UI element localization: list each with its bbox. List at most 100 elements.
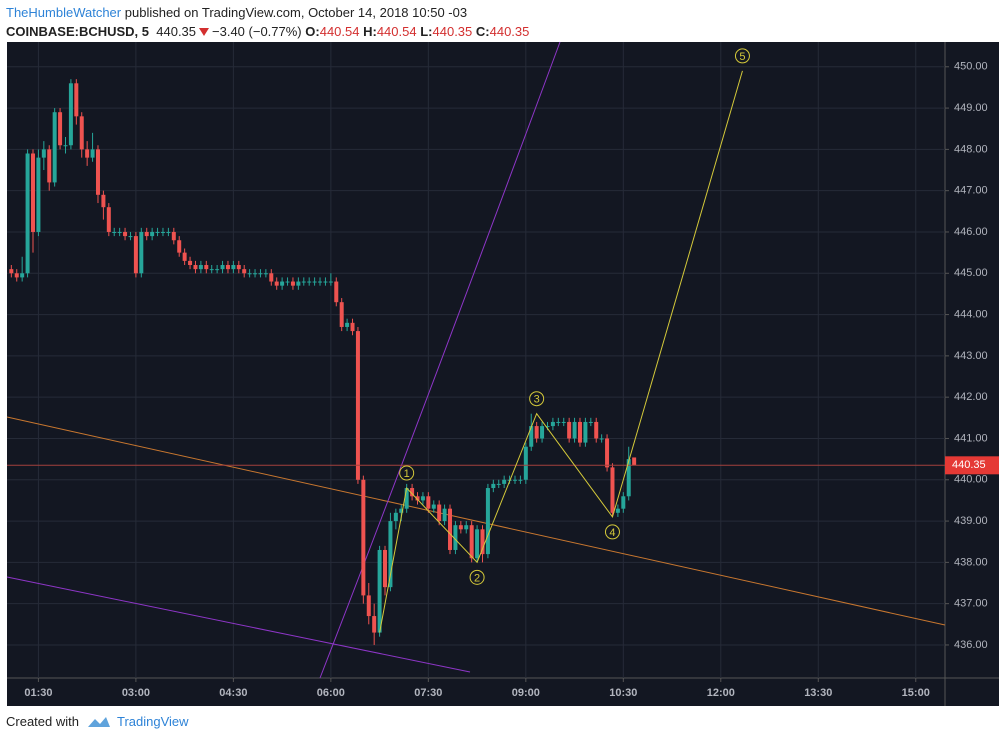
candle-body bbox=[215, 269, 220, 271]
candle-body bbox=[274, 281, 279, 286]
candle-body bbox=[491, 483, 496, 489]
y-tick-label: 443.00 bbox=[954, 350, 988, 362]
y-tick-label: 448.00 bbox=[954, 143, 988, 155]
brand[interactable]: TradingView bbox=[116, 714, 189, 729]
candle-body bbox=[583, 421, 588, 443]
candle-body bbox=[399, 508, 404, 513]
author[interactable]: TheHumbleWatcher bbox=[6, 5, 122, 20]
candle-body bbox=[68, 83, 73, 146]
y-tick-label: 438.00 bbox=[954, 556, 988, 568]
candle-body bbox=[502, 479, 507, 484]
candle-body bbox=[58, 112, 63, 146]
wave-label-circle bbox=[529, 391, 545, 407]
candle-body bbox=[572, 421, 577, 439]
candle-body bbox=[296, 281, 301, 286]
candle-body bbox=[36, 157, 41, 232]
candle-body bbox=[561, 421, 566, 423]
last-price-label: 440.35 bbox=[952, 459, 986, 471]
candle-body bbox=[95, 149, 100, 195]
candle-body bbox=[9, 269, 14, 274]
candle-body bbox=[225, 265, 230, 270]
candle-body bbox=[388, 521, 393, 588]
candle-body bbox=[263, 273, 268, 275]
footer: Created with TradingView bbox=[6, 714, 189, 729]
wave-label-circle bbox=[399, 465, 415, 481]
candle-body bbox=[529, 426, 534, 447]
candle-body bbox=[209, 269, 214, 271]
candle-body bbox=[588, 421, 593, 423]
candle-body bbox=[41, 149, 46, 158]
candle-body bbox=[410, 488, 415, 497]
candle-body bbox=[220, 265, 225, 270]
ohlc-value: 440.35 bbox=[432, 24, 473, 39]
ohlc-value: 440.35 bbox=[489, 24, 530, 39]
footer-text: Created with bbox=[6, 714, 79, 729]
x-tick-label: 04:30 bbox=[219, 687, 247, 699]
change: −3.40 (−0.77%) bbox=[212, 24, 302, 39]
y-tick-label: 440.00 bbox=[954, 474, 988, 486]
symbol: COINBASE:BCHUSD, 5 bbox=[6, 24, 150, 39]
candle-body bbox=[90, 149, 95, 158]
trend-curve bbox=[319, 41, 561, 679]
candle-body bbox=[328, 281, 333, 283]
candle-body bbox=[63, 145, 68, 147]
candle-body bbox=[323, 281, 328, 283]
x-tick-label: 06:00 bbox=[317, 687, 345, 699]
candle-body bbox=[350, 322, 355, 332]
ohlc-label: C: bbox=[475, 24, 490, 39]
candle-body bbox=[442, 508, 447, 522]
candle-body bbox=[475, 529, 480, 559]
y-tick-label: 436.00 bbox=[954, 639, 988, 651]
wave-label-circle bbox=[734, 48, 750, 64]
candle-body bbox=[247, 273, 252, 275]
candle-body bbox=[523, 446, 528, 480]
candle-body bbox=[177, 240, 182, 253]
candle-body bbox=[556, 421, 561, 423]
candle-body bbox=[160, 231, 165, 233]
ohlc-label: L: bbox=[420, 24, 433, 39]
candle-body bbox=[198, 265, 203, 270]
candle-body bbox=[166, 231, 171, 233]
trend-line bbox=[6, 416, 946, 626]
ohlc-value: 440.54 bbox=[376, 24, 417, 39]
wave-label: 4 bbox=[609, 527, 615, 539]
y-tick-label: 437.00 bbox=[954, 598, 988, 610]
candle-body bbox=[236, 265, 241, 270]
candle-body bbox=[144, 231, 149, 237]
down-arrow bbox=[199, 28, 210, 36]
candle-body bbox=[74, 83, 79, 117]
y-tick-label: 442.00 bbox=[954, 391, 988, 403]
candle-body bbox=[594, 421, 599, 439]
candle-body bbox=[242, 269, 247, 274]
candle-body bbox=[258, 273, 263, 275]
candle-body bbox=[453, 525, 458, 550]
candle-body bbox=[117, 231, 122, 233]
candle-body bbox=[123, 231, 128, 237]
candle-body bbox=[621, 496, 626, 509]
wave-line bbox=[379, 70, 743, 633]
candle-body bbox=[253, 273, 258, 275]
x-tick-label: 07:30 bbox=[414, 687, 442, 699]
last-price-box bbox=[945, 456, 999, 475]
candle-body bbox=[605, 438, 610, 468]
y-tick-label: 441.00 bbox=[954, 432, 988, 444]
candle-body bbox=[431, 504, 436, 509]
price-axis bbox=[945, 42, 999, 678]
wave-label: 1 bbox=[404, 468, 410, 480]
candle-body bbox=[133, 236, 138, 274]
candle-body bbox=[204, 265, 209, 270]
candle-body bbox=[318, 281, 323, 283]
candle-body bbox=[20, 273, 25, 278]
header-line-2: COINBASE:BCHUSD, 5 440.35 −3.40 (−0.77%) … bbox=[6, 22, 529, 41]
x-tick-label: 03:00 bbox=[122, 687, 150, 699]
candle-body bbox=[182, 252, 187, 261]
candle-body bbox=[615, 508, 620, 513]
price: 440.35 bbox=[156, 24, 197, 39]
candle-body bbox=[393, 512, 398, 522]
time-axis bbox=[7, 678, 999, 706]
candle-body bbox=[496, 483, 501, 485]
candle-body bbox=[312, 281, 317, 283]
wave-label-circle bbox=[469, 569, 485, 585]
candle-body bbox=[567, 421, 572, 439]
ohlc-h: H:440.54 bbox=[363, 24, 416, 39]
